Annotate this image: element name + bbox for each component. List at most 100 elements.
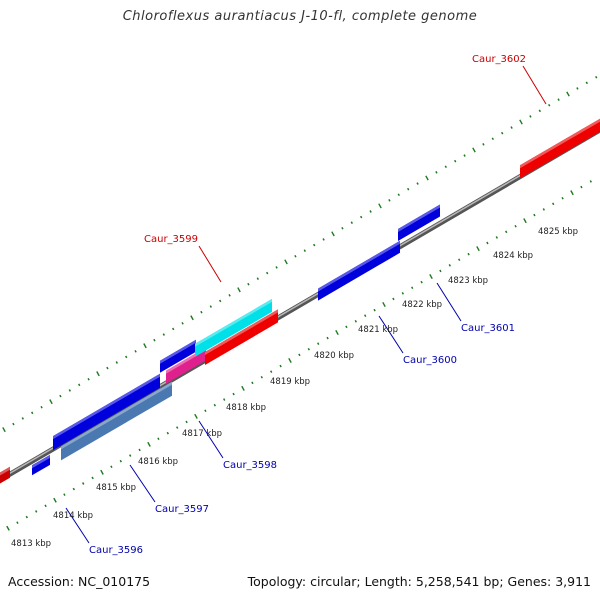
gene-feature-reverse[interactable] — [61, 381, 172, 461]
inner-tick — [213, 403, 216, 407]
coordinate-label: 4824 kbp — [493, 251, 533, 261]
outer-tick — [510, 126, 513, 129]
inner-tick — [317, 342, 320, 345]
outer-tick — [322, 238, 325, 241]
coordinate-label: 4816 kbp — [138, 457, 178, 467]
outer-tick — [425, 175, 429, 181]
gene-label[interactable]: Caur_3597 — [155, 504, 209, 515]
gene-feature-reverse[interactable] — [318, 240, 400, 301]
gene-labels: Caur_3599 Caur_3602 Caur_3601 Caur_3600 Caur… — [89, 54, 526, 556]
inner-tick — [523, 218, 527, 224]
gene-feature-highlight — [32, 454, 50, 469]
outer-tick — [378, 203, 382, 209]
gene-label[interactable]: Caur_3598 — [223, 460, 277, 471]
inner-tick — [260, 375, 263, 379]
inner-tick — [326, 336, 329, 340]
inner-tick — [580, 185, 583, 189]
inner-tick — [335, 329, 339, 336]
gene-feature-highlight — [61, 381, 172, 450]
outer-tick — [360, 215, 363, 219]
gene-feature-reverse[interactable] — [0, 466, 10, 486]
inner-tick — [589, 180, 592, 183]
outer-tick — [200, 310, 203, 314]
gene-feature-highlight — [160, 339, 196, 364]
outer-tick — [407, 187, 410, 191]
inner-tick-ring — [6, 180, 592, 531]
outer-tick — [595, 75, 598, 79]
outer-tick — [275, 266, 278, 269]
gene-feature-highlight — [318, 240, 400, 292]
outer-tick — [96, 371, 100, 377]
gene-label[interactable]: Caur_3602 — [472, 54, 526, 65]
inner-tick — [458, 258, 461, 262]
coordinate-labels: 4813 kbp 4814 kbp 4815 kbp 4816 kbp 4817 kbp… — [11, 227, 578, 549]
gene-label[interactable]: Caur_3596 — [89, 545, 143, 556]
outer-tick — [444, 165, 447, 169]
inner-tick — [495, 236, 498, 239]
inner-tick — [467, 252, 470, 256]
outer-tick — [463, 154, 466, 157]
gene-feature-forward[interactable] — [195, 298, 272, 357]
outer-tick — [68, 389, 71, 392]
inner-tick — [16, 521, 19, 524]
label-leader — [378, 315, 404, 354]
gene-feature-reverse[interactable] — [398, 204, 440, 242]
label-leader — [198, 245, 222, 283]
inner-tick — [411, 286, 414, 290]
outer-tick — [566, 91, 570, 97]
inner-tick — [420, 280, 423, 284]
inner-tick — [82, 482, 85, 485]
inner-tick — [514, 224, 517, 228]
outer-tick — [125, 355, 128, 359]
outer-tick — [482, 143, 485, 146]
inner-tick — [298, 353, 301, 357]
gene-label[interactable]: Caur_3601 — [461, 323, 515, 334]
inner-tick — [147, 441, 151, 447]
inner-tick — [91, 476, 94, 480]
inner-tick — [486, 241, 489, 245]
gene-feature-highlight — [398, 204, 440, 232]
outer-tick — [313, 243, 316, 247]
inner-tick — [448, 264, 451, 267]
inner-tick — [25, 515, 28, 519]
outer-tick — [388, 199, 391, 202]
inner-tick — [232, 392, 235, 396]
coordinate-label: 4823 kbp — [448, 276, 488, 286]
gene-feature-reverse[interactable] — [32, 454, 50, 476]
inner-tick — [307, 347, 310, 351]
outer-tick — [247, 282, 250, 286]
outer-tick — [548, 103, 551, 107]
outer-tick — [529, 115, 532, 118]
inner-tick — [288, 357, 292, 363]
gene-feature-body — [520, 118, 600, 179]
accession-label: Accession: NC_010175 — [8, 574, 151, 589]
gene-feature-highlight — [195, 298, 272, 347]
outer-tick — [78, 383, 81, 387]
gene-label[interactable]: Caur_3599 — [144, 234, 198, 245]
outer-tick — [49, 399, 53, 405]
outer-tick — [472, 147, 476, 153]
inner-tick — [35, 510, 38, 513]
outer-tick — [491, 137, 494, 141]
coordinate-label: 4813 kbp — [11, 539, 51, 549]
inner-tick — [354, 319, 357, 323]
inner-tick — [364, 314, 367, 318]
outer-tick — [576, 87, 579, 90]
coordinate-label: 4820 kbp — [314, 351, 354, 361]
inner-tick — [345, 325, 348, 329]
coordinate-label: 4818 kbp — [226, 403, 266, 413]
gene-label[interactable]: Caur_3600 — [403, 355, 457, 366]
inner-tick — [129, 454, 132, 457]
outer-tick — [209, 305, 212, 308]
gene-feature-reverse[interactable] — [160, 339, 196, 373]
inner-tick — [204, 409, 207, 413]
gene-feature-forward[interactable] — [520, 118, 600, 179]
gene-feature-reverse[interactable] — [53, 373, 160, 451]
gene-feature-forward[interactable] — [205, 309, 278, 365]
gene-feature-highlight — [205, 309, 278, 355]
outer-tick — [538, 109, 541, 113]
label-leader — [522, 65, 547, 105]
inner-tick — [194, 413, 198, 419]
outer-tick — [172, 327, 175, 331]
